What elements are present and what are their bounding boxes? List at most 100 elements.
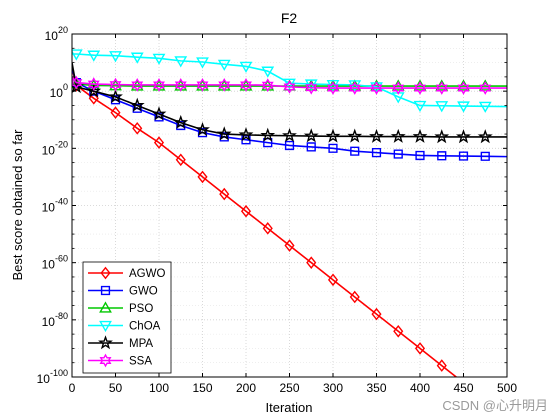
data-point-mpa bbox=[216, 126, 232, 141]
data-point-mpa bbox=[108, 89, 123, 104]
data-point-gwo bbox=[328, 143, 338, 153]
data-point-mpa bbox=[434, 129, 450, 144]
data-point-mpa bbox=[238, 127, 254, 142]
data-point-mpa bbox=[173, 114, 189, 129]
data-point-gwo bbox=[415, 150, 425, 161]
x-axis-label: Iteration bbox=[266, 400, 313, 415]
x-tick-label: 350 bbox=[366, 381, 386, 395]
data-point-mpa bbox=[412, 128, 428, 143]
data-point-choa bbox=[174, 56, 188, 68]
data-point-agwo bbox=[153, 136, 165, 149]
data-point-mpa bbox=[195, 121, 210, 137]
legend-label-choa: ChOA bbox=[129, 321, 161, 333]
x-tick-label: 250 bbox=[279, 381, 299, 395]
data-point-ssa bbox=[196, 77, 209, 92]
data-point-ssa bbox=[414, 81, 426, 95]
data-point-agwo bbox=[284, 239, 295, 252]
data-point-gwo bbox=[480, 151, 490, 161]
data-point-mpa bbox=[390, 128, 406, 143]
data-point-ssa bbox=[457, 81, 470, 95]
data-point-agwo bbox=[240, 204, 252, 218]
x-tick-label: 200 bbox=[236, 381, 256, 395]
data-point-ssa bbox=[479, 81, 492, 95]
data-point-pso bbox=[283, 79, 296, 91]
legend-item-agwo: AGWO bbox=[88, 266, 165, 280]
legend-item-pso: PSO bbox=[88, 301, 153, 315]
data-point-choa bbox=[239, 61, 253, 73]
x-tick-label: 150 bbox=[192, 381, 212, 395]
watermark-text: CSDN @心升明月 bbox=[442, 398, 548, 413]
data-point-agwo bbox=[175, 153, 186, 167]
plot-area: 0 50 100 150 200 250 300 350 400 450 500 1020 100 10-… bbox=[37, 25, 518, 395]
x-tick-label: 50 bbox=[109, 381, 123, 395]
series-line-choa bbox=[72, 53, 507, 108]
data-point-ssa bbox=[370, 81, 383, 95]
data-point-choa bbox=[87, 50, 101, 62]
series-line-agwo bbox=[72, 68, 458, 377]
chart-title: F2 bbox=[281, 10, 298, 26]
y-tick-label: 10-80 bbox=[42, 311, 68, 329]
y-axis-ticks: 1020 100 10-20 10-40 10-60 10-80 10-100 bbox=[37, 25, 507, 386]
data-point-gwo bbox=[350, 146, 360, 156]
y-tick-label: 10-100 bbox=[37, 368, 68, 386]
data-point-agwo bbox=[88, 91, 99, 105]
legend-label-ssa: SSA bbox=[129, 356, 152, 368]
series-line-mpa bbox=[72, 62, 507, 138]
data-point-ssa bbox=[174, 77, 187, 92]
data-point-agwo bbox=[371, 307, 382, 321]
data-point-choa bbox=[152, 53, 166, 65]
data-point-agwo bbox=[197, 170, 208, 184]
data-point-choa bbox=[413, 100, 427, 113]
data-point-gwo bbox=[241, 135, 251, 145]
data-point-agwo bbox=[327, 273, 339, 287]
data-point-agwo bbox=[436, 359, 447, 372]
data-point-mpa bbox=[129, 97, 145, 112]
data-point-mpa bbox=[303, 128, 319, 143]
data-point-ssa bbox=[240, 77, 252, 92]
x-tick-label: 300 bbox=[323, 381, 343, 395]
y-tick-label: 10-40 bbox=[42, 197, 68, 215]
data-point-mpa bbox=[456, 129, 471, 144]
data-point-mpa bbox=[260, 127, 276, 142]
series-line-ssa bbox=[72, 76, 507, 89]
legend-item-gwo: GWO bbox=[88, 286, 158, 298]
data-point-ssa bbox=[327, 81, 339, 95]
legend-marker-pso bbox=[99, 301, 112, 313]
data-point-ssa bbox=[109, 77, 122, 92]
data-point-agwo bbox=[306, 256, 317, 269]
data-point-agwo bbox=[219, 187, 230, 201]
data-point-mpa bbox=[151, 106, 167, 121]
data-point-agwo bbox=[262, 222, 273, 235]
y-tick-label: 1020 bbox=[45, 25, 68, 43]
data-point-gwo bbox=[393, 149, 403, 159]
y-tick-label: 100 bbox=[50, 82, 68, 100]
x-tick-label: 450 bbox=[453, 381, 473, 395]
data-point-choa bbox=[261, 66, 275, 78]
data-point-ssa bbox=[72, 75, 83, 90]
data-point-choa bbox=[217, 59, 231, 71]
series-agwo bbox=[72, 68, 464, 377]
data-point-gwo bbox=[458, 151, 469, 161]
series-layer bbox=[72, 49, 507, 377]
data-point-mpa bbox=[325, 128, 341, 143]
data-point-choa bbox=[72, 49, 83, 61]
data-point-choa bbox=[109, 51, 122, 63]
series-ssa bbox=[72, 75, 507, 95]
series-mpa bbox=[72, 62, 507, 144]
legend-marker-agwo bbox=[100, 266, 111, 280]
x-tick-label: 400 bbox=[410, 381, 430, 395]
x-tick-label: 0 bbox=[69, 381, 76, 395]
legend-box bbox=[82, 261, 172, 374]
data-point-ssa bbox=[283, 79, 296, 94]
legend-marker-choa bbox=[99, 320, 112, 333]
data-point-mpa bbox=[86, 83, 102, 98]
legend-label-agwo: AGWO bbox=[129, 268, 165, 280]
legend-marker-gwo bbox=[100, 285, 111, 296]
data-point-ssa bbox=[218, 77, 231, 92]
legend-label-gwo: GWO bbox=[129, 286, 158, 298]
data-point-ssa bbox=[87, 77, 100, 91]
data-point-mpa bbox=[369, 128, 384, 143]
data-point-ssa bbox=[348, 81, 361, 95]
